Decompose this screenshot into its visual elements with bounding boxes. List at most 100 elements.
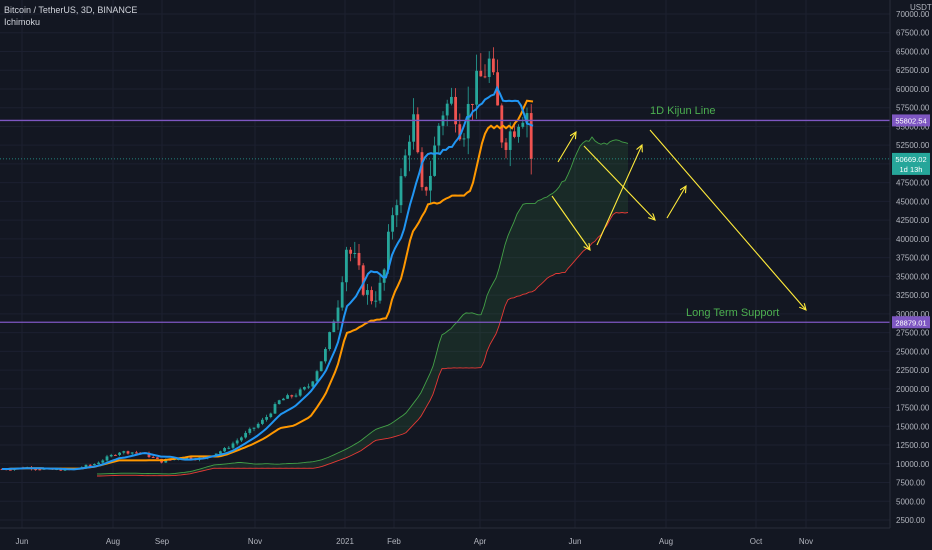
projection-arrow[interactable] [649,129,806,310]
y-tick-label: 5000.00 [896,497,925,506]
projection-arrow[interactable] [583,145,655,220]
candle [135,450,138,454]
y-tick-label: 10000.00 [896,460,930,469]
y-tick-label: 52500.00 [896,141,930,150]
candle [357,244,361,270]
y-tick-label: 27500.00 [896,329,930,338]
x-tick-label: 2021 [336,537,354,546]
candle [433,136,436,177]
candle [513,125,516,139]
candle [319,361,323,372]
candle [126,450,130,455]
candle [151,455,155,458]
candle [345,246,348,292]
y-tick-label: 32500.00 [896,291,930,300]
candle [403,149,407,178]
candle [294,393,298,398]
candle [88,464,92,467]
base-line [2,99,534,470]
candle [529,104,533,175]
candle [479,53,483,77]
candle [101,459,105,465]
y-tick-label: 2500.00 [896,516,925,525]
x-tick-label: Nov [799,537,813,546]
conversion-line [2,85,534,471]
candle [395,199,399,228]
candle [378,275,382,304]
y-tick-label: 35000.00 [896,272,930,281]
y-tick-label: 67500.00 [896,29,930,38]
projection-arrow[interactable] [557,132,576,163]
x-tick-label: Nov [248,537,262,546]
candle [441,111,445,136]
y-tick-label: 20000.00 [896,385,930,394]
candle [105,454,109,462]
candle [496,59,499,106]
candle [437,123,441,154]
candle [374,291,378,308]
candle [328,331,331,351]
candle [332,319,336,333]
kijun-annotation[interactable]: 1D Kijun Line [650,105,715,117]
last-price-tag [892,152,930,175]
candle [298,387,302,397]
candle [424,186,428,196]
candle [122,450,126,455]
candle [273,402,277,414]
x-tick-label: Aug [659,537,673,546]
candle [361,263,365,297]
price-tag [892,316,930,329]
x-tick-label: Oct [750,537,763,546]
candle [340,276,344,311]
candle [118,451,121,457]
projection-arrow[interactable] [666,186,686,219]
leading-span-a [97,136,629,475]
price-tag-label: 28879.01 [895,318,926,327]
candle [412,98,415,150]
y-tick-label: 25000.00 [896,347,930,356]
candle [324,347,327,364]
y-tick-label: 22500.00 [896,366,930,375]
candle [454,88,457,133]
candle [277,399,281,405]
y-tick-label: 45000.00 [896,197,930,206]
x-tick-label: Apr [474,537,487,546]
candle [487,51,491,83]
y-tick-label: 47500.00 [896,179,930,188]
candle [508,122,512,167]
candle [420,147,424,191]
annotations: 1D Kijun Line Long Term Support [650,105,779,319]
candle [370,286,373,305]
support-annotation[interactable]: Long Term Support [686,307,779,319]
candle [252,427,256,432]
symbol-title[interactable]: Bitcoin / TetherUS, 3D, BINANCE [4,5,138,15]
y-tick-label: 12500.00 [896,441,930,450]
candle [408,135,411,172]
candle [235,438,239,446]
projection-arrow[interactable] [551,195,590,250]
candle [156,457,159,459]
indicator-name[interactable]: Ichimoku [4,17,41,27]
candle [109,453,113,458]
price-tag-label: 55802.54 [895,116,926,125]
candle [315,369,319,384]
candle [353,241,357,259]
candle [114,454,117,456]
candle [504,138,508,159]
ichimoku-lines [2,85,534,471]
candle [492,47,495,75]
y-tick-label: 60000.00 [896,85,930,94]
y-tick-label: 30000.00 [896,310,930,319]
candle [311,380,315,389]
candle [429,160,432,204]
candle [240,436,243,442]
candle [227,446,231,450]
candle [282,397,285,401]
x-tick-label: Jun [569,537,582,546]
y-tick-label: 65000.00 [896,47,930,56]
candle [286,393,289,399]
projection-arrow[interactable] [596,145,642,246]
candle [248,427,252,435]
